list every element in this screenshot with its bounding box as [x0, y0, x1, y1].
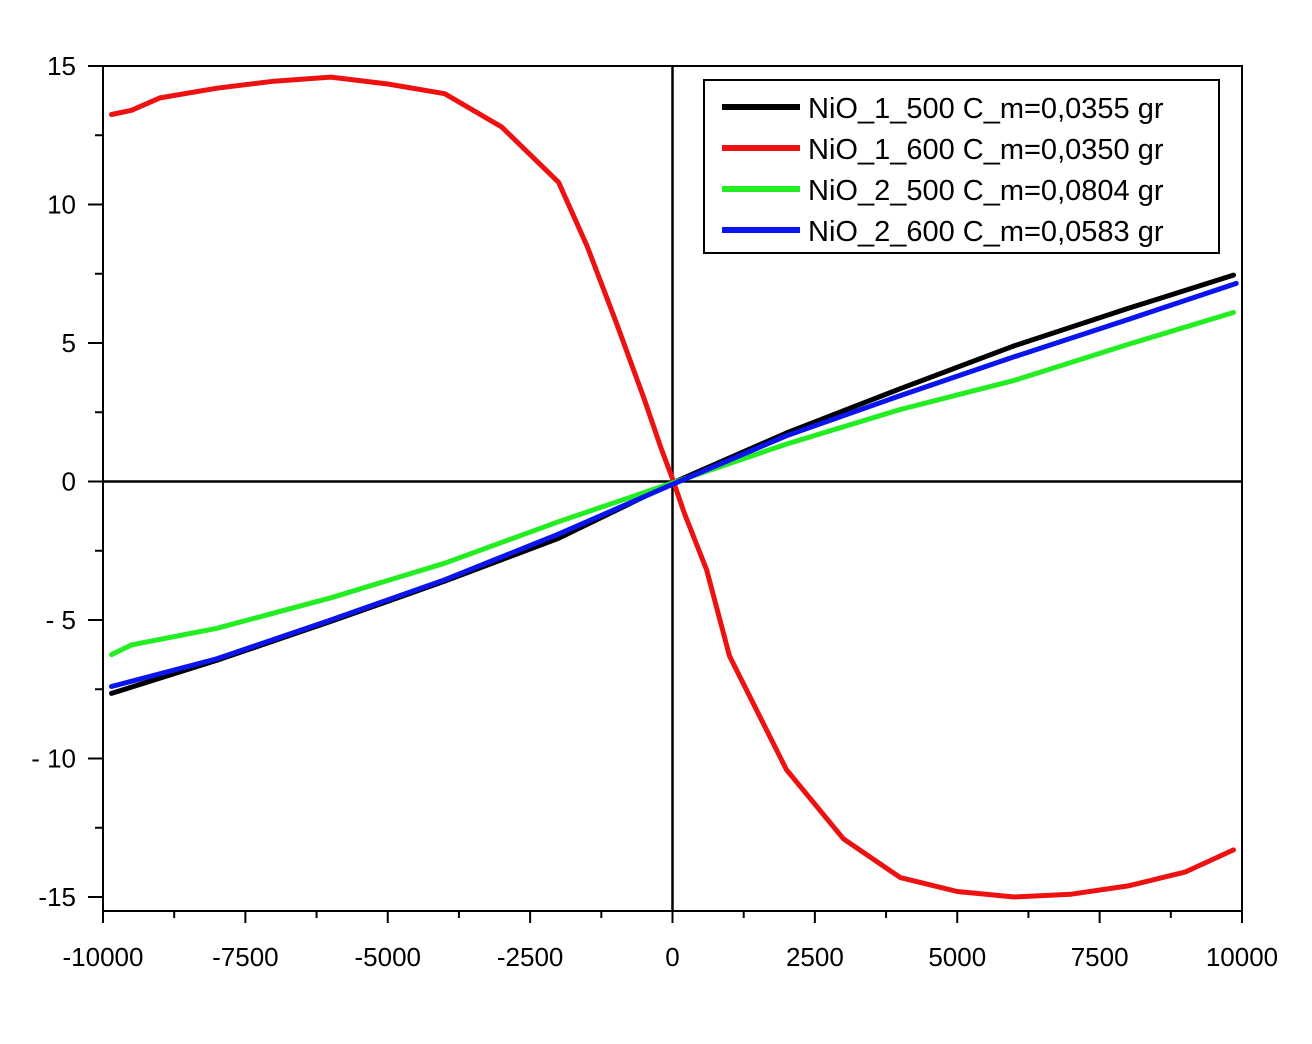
x-tick-label: 5000 [928, 942, 986, 972]
x-tick-label: -5000 [355, 942, 422, 972]
y-tick-label: - 10 [31, 744, 76, 774]
y-tick-label: - 5 [46, 605, 76, 635]
y-tick-label: 15 [47, 51, 76, 81]
x-tick-label: 10000 [1206, 942, 1278, 972]
y-tick-label: -15 [38, 882, 76, 912]
x-tick-label: -7500 [212, 942, 279, 972]
axes: -10000 -7500 -5000 -2500 0 2500 5000 7500 10000 1… [31, 51, 1278, 972]
legend: NiO_1_500 C_m=0,0355 gr NiO_1_600 C_m=0,0… [703, 79, 1220, 254]
legend-label-4: NiO_2_600 C_m=0,0583 gr [808, 216, 1164, 248]
y-tick-label: 0 [62, 467, 76, 497]
x-tick-label: -2500 [497, 942, 564, 972]
y-tick-label: 5 [62, 328, 76, 358]
x-tick-label: 2500 [786, 942, 844, 972]
x-tick-label: -10000 [63, 942, 144, 972]
series-group [109, 74, 1239, 900]
legend-label-2: NiO_1_600 C_m=0,0350 gr [808, 134, 1164, 166]
series-line-2 [109, 74, 1236, 900]
legend-label-3: NiO_2_500 C_m=0,0804 gr [808, 175, 1164, 207]
series-line-4 [109, 280, 1239, 689]
y-tick-label: 10 [47, 190, 76, 220]
legend-label-1: NiO_1_500 C_m=0,0355 gr [808, 93, 1164, 125]
x-tick-label: 0 [665, 942, 679, 972]
x-tick-label: 7500 [1071, 942, 1129, 972]
series-line-3 [109, 310, 1236, 658]
